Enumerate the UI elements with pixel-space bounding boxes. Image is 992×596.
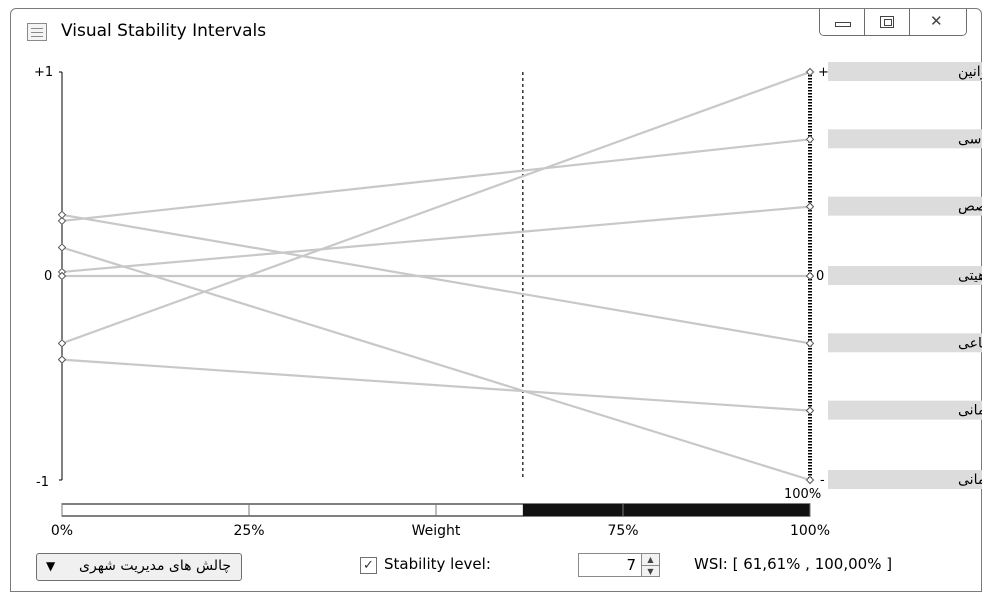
- criterion-line-6: [61, 358, 811, 412]
- spin-down-icon[interactable]: ▼: [647, 567, 654, 576]
- title-bar[interactable]: Visual Stability Intervals ✕: [11, 9, 981, 49]
- maximize-icon: [880, 16, 894, 28]
- close-button[interactable]: ✕: [910, 9, 966, 35]
- criterion-marker-right-5: [805, 339, 815, 348]
- criterion-label-5: ح زندگی اجتماعی: [958, 334, 992, 351]
- criterion-label-bg-6: [828, 400, 982, 420]
- criterion-marker-left-5: [57, 210, 67, 220]
- window-title: Visual Stability Intervals: [61, 21, 267, 41]
- stability-checkbox[interactable]: ✓: [360, 557, 377, 574]
- criterion-line-5: [61, 213, 811, 345]
- criterion-marker-right-1: [805, 67, 815, 77]
- category-dropdown-label: چالش های مدیریت شهری: [79, 558, 231, 574]
- checkmark-icon: ✓: [363, 558, 374, 573]
- criterion-marker-right-4: [805, 271, 815, 281]
- criterion-label-bg-2: [828, 129, 982, 149]
- stability-level-label: Stability level:: [384, 555, 491, 573]
- criterion-marker-left-4: [57, 271, 67, 281]
- weight-tick-label-1: 0%: [51, 523, 73, 539]
- criterion-line-1: [61, 70, 811, 345]
- weight-tick-label-5: 100%: [790, 523, 830, 539]
- right-axis-top-label: +: [818, 65, 829, 80]
- weight-tick-label-4: 75%: [607, 523, 638, 539]
- spin-up-icon[interactable]: ▲: [642, 554, 659, 566]
- left-axis-bottom-label: -1: [36, 475, 49, 490]
- criterion-marker-right-7: [805, 475, 815, 485]
- stability-interval-fill: [522, 504, 810, 516]
- criterion-label-7: وابط بین سازمانی: [958, 472, 992, 488]
- window-controls: ✕: [819, 9, 967, 36]
- criterion-label-3: انسانی متخصص: [958, 199, 992, 215]
- stability-spinner[interactable]: ▲ ▼: [642, 553, 660, 577]
- left-axis-top-label: +1: [34, 65, 53, 80]
- right-axis-zero-label: 0: [816, 269, 824, 284]
- criterion-label-6: ابط درون سازمانی: [958, 403, 992, 419]
- weight-tick-label-2: 25%: [233, 523, 264, 539]
- criterion-label-bg-3: [828, 196, 982, 216]
- criterion-marker-right-6: [805, 406, 815, 415]
- right-axis-bottom-label: -: [820, 473, 825, 488]
- criterion-marker-left-2: [57, 216, 67, 226]
- criterion-line-3: [61, 205, 811, 274]
- criterion-line-2: [61, 138, 811, 223]
- criterion-label-bg-1: [828, 62, 982, 81]
- criterion-marker-left-6: [57, 355, 67, 364]
- criterion-marker-right-2: [805, 135, 815, 144]
- criterion-label-bg-7: [828, 470, 982, 489]
- app-icon: [27, 23, 47, 41]
- criterion-marker-left-1: [57, 339, 67, 348]
- criterion-label-bg-5: [828, 333, 982, 353]
- minimize-button[interactable]: [820, 9, 865, 35]
- maximize-button[interactable]: [865, 9, 910, 35]
- weight-tick-label-3: Weight: [412, 523, 461, 539]
- criterion-label-4: تعارض ماهیتی: [958, 268, 992, 284]
- category-dropdown[interactable]: ▼ چالش های مدیریت شهری: [36, 553, 242, 581]
- criterion-marker-left-7: [57, 243, 67, 252]
- criterion-label-bg-4: [828, 266, 982, 285]
- criterion-label-2: تعارضات سیاسی: [958, 131, 992, 147]
- minimize-icon: [835, 22, 851, 27]
- criterion-line-7: [61, 246, 811, 482]
- right-axis-percent-label: 100%: [784, 487, 821, 502]
- wsi-readout: WSI: [ 61,61% , 100,00% ]: [694, 555, 893, 573]
- stability-level-input[interactable]: 7: [578, 553, 642, 577]
- dropdown-arrow-icon: ▼: [46, 559, 56, 573]
- left-axis-zero-label: 0: [44, 269, 52, 284]
- criterion-label-1: ناکارآمدی قوانین: [958, 63, 992, 80]
- criterion-marker-right-3: [805, 202, 815, 211]
- main-window: Visual Stability Intervals ✕: [10, 8, 982, 592]
- close-icon: ✕: [930, 12, 943, 30]
